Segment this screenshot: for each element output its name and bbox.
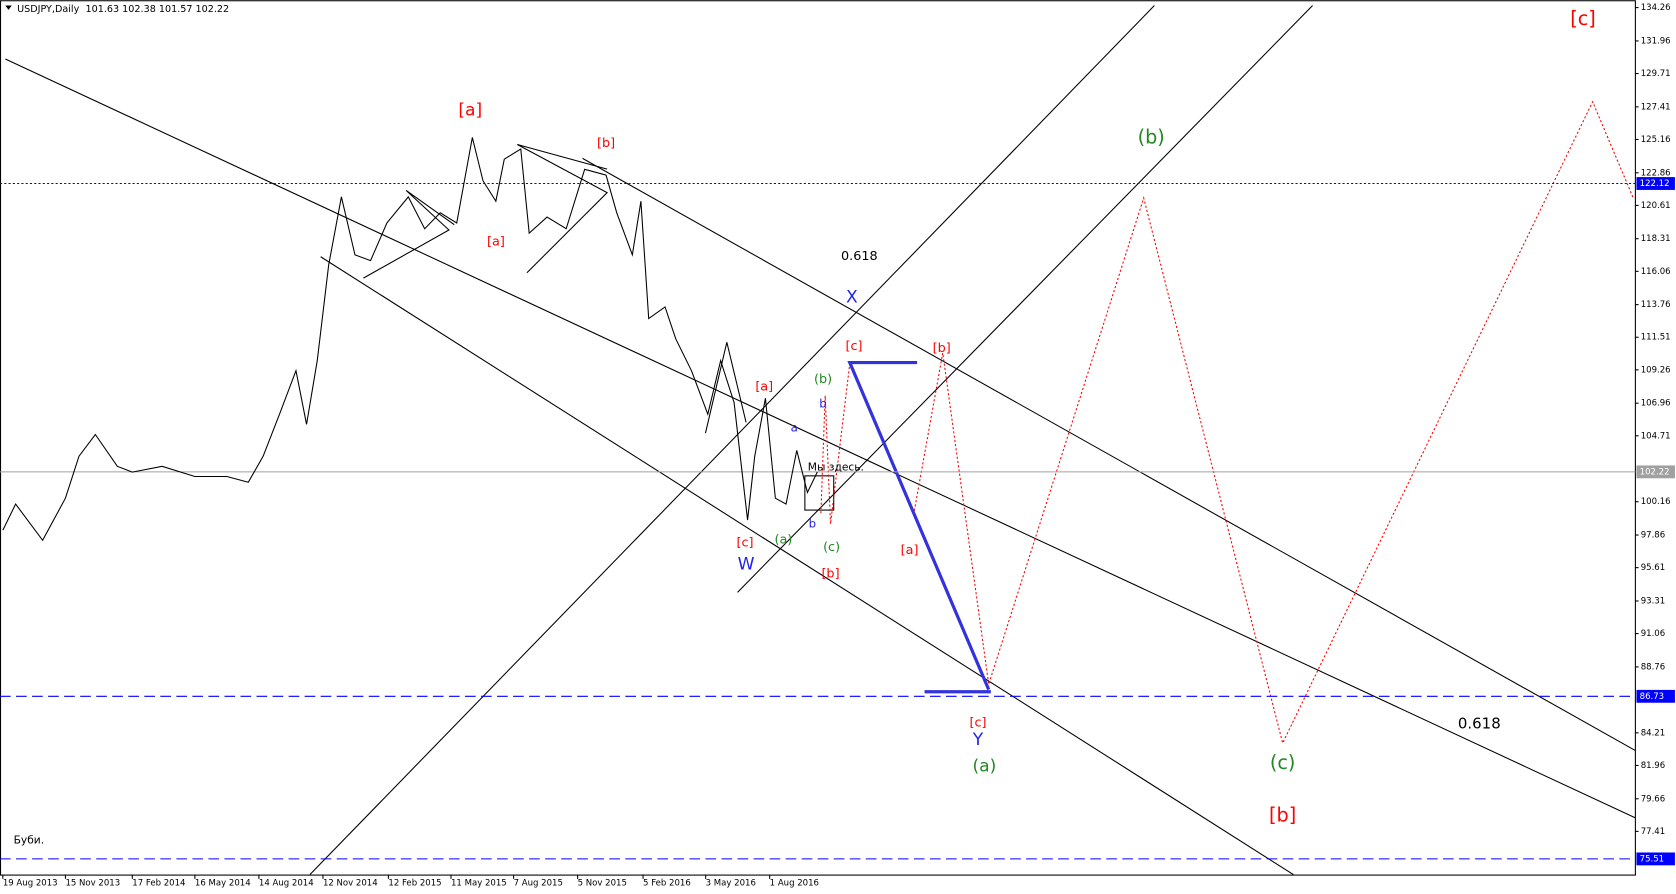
wave-label: [c] <box>1570 7 1596 30</box>
wave-label: [c] <box>846 339 863 354</box>
y-tick-label: 91.06 <box>1641 629 1665 639</box>
level-label: 86.73 <box>1640 692 1664 702</box>
wave-label: 0.618 <box>1458 714 1501 732</box>
y-tick-label: 118.31 <box>1641 234 1671 244</box>
wave-label: (a) <box>775 532 793 547</box>
y-tick-label: 127.41 <box>1641 102 1671 112</box>
wave-label: (b) <box>1138 126 1165 149</box>
triangle <box>704 342 747 434</box>
wave-label: [c] <box>969 715 986 730</box>
y-tick-label: 97.86 <box>1641 531 1665 541</box>
y-tick-label: 122.86 <box>1641 168 1671 178</box>
triangle <box>517 143 609 274</box>
header-icon <box>5 5 12 10</box>
chart-title: USDJPY,Daily <box>17 4 80 15</box>
wave-label: [b] <box>933 341 951 356</box>
channel-line <box>309 5 1155 875</box>
x-tick-label: 17 Feb 2014 <box>132 879 185 889</box>
chart-subtitle: 101.63 102.38 101.57 102.22 <box>86 4 230 15</box>
x-tick-label: 19 Aug 2013 <box>3 879 58 889</box>
wave-label: 0.618 <box>841 249 878 264</box>
price-line <box>2 137 818 542</box>
wave-label: [b] <box>821 567 839 582</box>
level-label: 122.12 <box>1640 179 1670 189</box>
wave-label: Y <box>972 730 984 750</box>
y-tick-label: 131.96 <box>1641 36 1671 46</box>
y-tick-label: 95.61 <box>1641 563 1665 573</box>
level-label-box <box>1636 852 1675 866</box>
x-tick-label: 3 May 2016 <box>706 879 756 889</box>
projection-path <box>820 100 1634 745</box>
y-tick-label: 88.76 <box>1641 662 1665 672</box>
x-tick-label: 7 Aug 2015 <box>514 879 563 889</box>
x-tick-label: 11 May 2015 <box>451 879 507 889</box>
level-label-box <box>1636 465 1675 479</box>
level-label-box <box>1636 177 1675 190</box>
y-tick-label: 79.66 <box>1641 794 1665 804</box>
wave-label: (b) <box>814 372 832 387</box>
wave-label: a <box>791 420 798 434</box>
wave-label: (c) <box>823 540 840 555</box>
y-tick-label: 109.26 <box>1641 365 1671 375</box>
wave-label: [c] <box>736 536 753 551</box>
y-tick-label: 106.96 <box>1641 399 1671 409</box>
plot-frame <box>0 0 1636 876</box>
wave-label: b <box>809 516 816 530</box>
y-tick-label: 116.06 <box>1641 267 1671 277</box>
channel-line <box>5 58 1636 819</box>
level-label-box <box>1636 689 1675 703</box>
x-tick-label: 5 Feb 2016 <box>643 879 691 889</box>
y-tick-label: 111.51 <box>1641 333 1671 343</box>
y-tick-label: 125.16 <box>1641 135 1671 145</box>
level-label: 75.51 <box>1640 854 1664 864</box>
x-tick-label: 1 Aug 2016 <box>770 879 819 889</box>
wave-label: (c) <box>1270 751 1296 774</box>
x-tick-label: 14 Aug 2014 <box>259 879 314 889</box>
projection-path <box>847 360 991 691</box>
x-tick-label: 16 May 2014 <box>195 879 251 889</box>
x-tick-label: 12 Nov 2014 <box>323 879 378 889</box>
channel-line <box>582 157 1636 752</box>
y-tick-label: 84.21 <box>1641 728 1665 738</box>
wave-label: Буби. <box>14 833 45 846</box>
y-tick-label: 134.26 <box>1641 3 1671 13</box>
wave-label: [a] <box>755 380 773 395</box>
wave-label: [a] <box>458 100 482 120</box>
y-tick-label: 77.41 <box>1641 827 1665 837</box>
wave-label: W <box>738 555 755 575</box>
wave-label: b <box>819 397 826 411</box>
y-tick-label: 100.16 <box>1641 497 1671 507</box>
y-tick-label: 104.71 <box>1641 431 1671 441</box>
triangle <box>363 190 455 279</box>
x-tick-label: 5 Nov 2015 <box>578 879 627 889</box>
y-tick-label: 81.96 <box>1641 761 1665 771</box>
wave-label: [b] <box>597 136 615 151</box>
x-tick-label: 15 Nov 2013 <box>65 879 120 889</box>
drawings <box>5 5 1636 876</box>
level-label: 102.22 <box>1640 467 1670 477</box>
wave-label: (a) <box>973 757 997 777</box>
wave-label: Мы здесь. <box>808 460 864 473</box>
channel-line <box>320 256 1294 876</box>
wave-label: [a] <box>487 234 505 249</box>
y-tick-label: 93.31 <box>1641 596 1665 606</box>
wave-label: [a] <box>901 543 919 558</box>
wave-label: X <box>846 287 858 307</box>
y-tick-label: 113.76 <box>1641 300 1671 310</box>
y-tick-label: 120.61 <box>1641 201 1671 211</box>
current-box <box>804 475 835 511</box>
wave-label: [b] <box>1269 803 1296 826</box>
x-tick-label: 12 Feb 2015 <box>388 879 441 889</box>
y-tick-label: 129.71 <box>1641 69 1671 79</box>
